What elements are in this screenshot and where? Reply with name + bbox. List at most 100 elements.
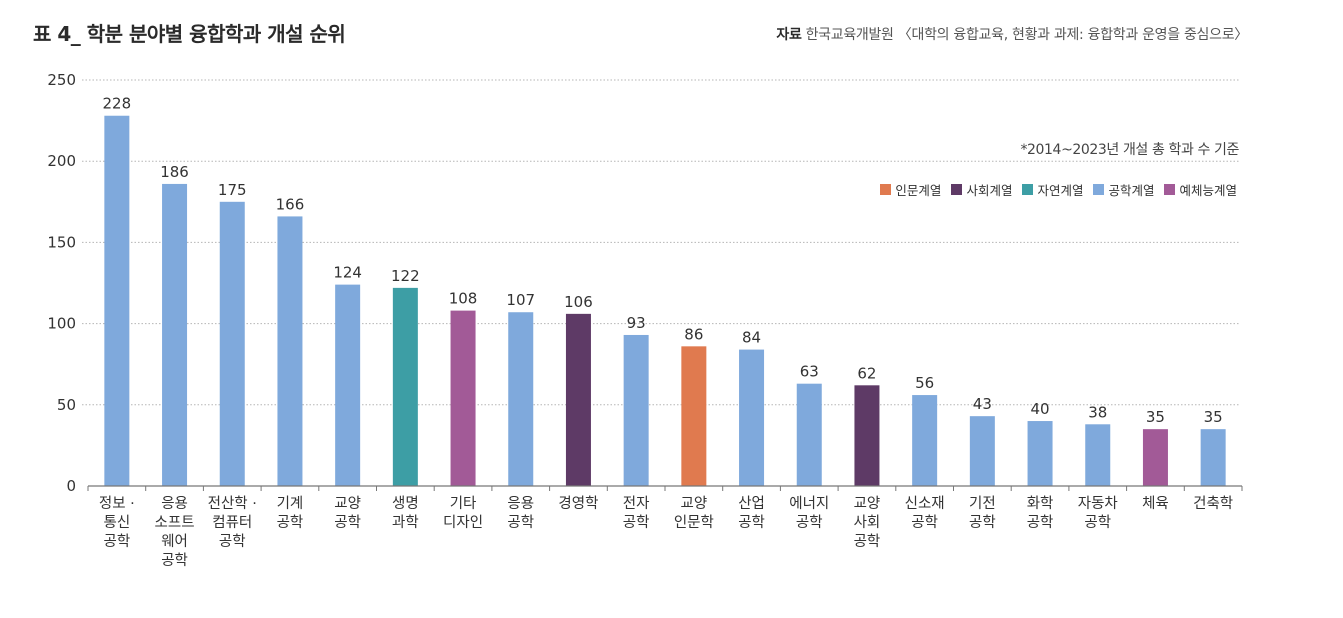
x-tick-label-line: 공학 — [104, 533, 131, 550]
x-tick-label: 응용 공학 — [507, 496, 534, 531]
x-tick-label-line: 전자 — [623, 495, 650, 512]
x-tick-label-line: 교양 — [681, 495, 708, 512]
x-tick-label-line: 건축학 — [1193, 495, 1233, 512]
data-label: 62 — [857, 364, 876, 382]
y-tick-label: 150 — [47, 233, 76, 251]
x-tick-label-line: 자동차 — [1078, 495, 1118, 512]
bar — [277, 216, 303, 486]
data-label: 63 — [800, 363, 819, 381]
x-tick-label-line: 기전 — [969, 495, 996, 512]
x-tick-label-line: 디자인 — [443, 514, 483, 531]
data-label: 43 — [973, 395, 992, 413]
x-tick-label-line: 신소재 — [905, 495, 945, 512]
x-tick-label-line: 공학 — [334, 514, 361, 531]
bar — [969, 416, 995, 486]
x-tick-label-line: 웨어 — [161, 533, 188, 550]
bar — [104, 115, 130, 486]
legend-swatch — [1093, 184, 1105, 195]
x-tick-label-line: 공학 — [1084, 514, 1111, 531]
x-tick-label-line: 통신 — [104, 514, 131, 531]
bar — [392, 287, 418, 486]
data-label: 38 — [1088, 403, 1107, 421]
legend-label: 사회계열 — [966, 183, 1013, 198]
x-tick-label-line: 공학 — [796, 514, 823, 531]
x-tick-label-line: 공학 — [277, 514, 304, 531]
legend-label: 자연계열 — [1037, 183, 1084, 198]
x-tick-label-line: 교양 — [854, 495, 881, 512]
data-label: 35 — [1204, 408, 1223, 426]
y-tick-label: 100 — [47, 315, 76, 333]
data-label: 93 — [627, 314, 646, 332]
data-label: 108 — [449, 290, 478, 308]
x-tick-label-line: 전산학 · — [208, 495, 257, 512]
x-tick-label: 교양 공학 — [334, 495, 361, 531]
bar — [565, 313, 591, 486]
legend-label: 예체능계열 — [1179, 183, 1237, 198]
y-tick-label: 200 — [47, 152, 76, 170]
x-tick-label-line: 공학 — [623, 514, 650, 531]
data-label: 175 — [218, 181, 247, 199]
x-tick-label-line: 생명 — [392, 495, 419, 512]
x-tick-label: 화학 공학 — [1027, 495, 1054, 531]
chart-note: *2014~2023년 개설 총 학과 수 기준 — [1020, 142, 1239, 158]
data-label: 107 — [506, 291, 535, 309]
bar — [219, 201, 245, 487]
x-tick-label-line: 컴퓨터 — [212, 514, 252, 531]
bar — [796, 383, 822, 486]
bar — [1200, 429, 1226, 486]
x-tick-label: 신소재 공학 — [905, 495, 945, 531]
x-tick-label-line: 기계 — [277, 495, 304, 512]
legend-item-natural: 자연계열 — [1022, 180, 1083, 199]
data-label: 106 — [564, 293, 593, 311]
x-tick-label-line: 사회 — [854, 514, 881, 531]
legend-swatch — [1022, 184, 1034, 195]
source-label: 자료 — [776, 27, 802, 43]
legend-swatch — [880, 184, 892, 195]
data-label: 56 — [915, 374, 934, 392]
x-tick-label: 생명 과학 — [392, 495, 419, 531]
x-tick-label: 체육 — [1142, 495, 1169, 512]
data-label: 84 — [742, 329, 761, 347]
bar — [681, 346, 707, 486]
legend-swatch — [951, 184, 963, 195]
x-tick-label-line: 산업 — [738, 495, 765, 512]
data-label: 186 — [160, 163, 189, 181]
bar — [335, 284, 361, 486]
chart-legend: 인문계열 사회계열 자연계열 공학계열 예체능계열 — [880, 180, 1237, 199]
x-tick-label-line: 공학 — [738, 514, 765, 531]
bar — [162, 183, 188, 486]
data-label: 228 — [103, 95, 132, 113]
data-label: 166 — [276, 195, 305, 213]
x-tick-label-line: 공학 — [161, 552, 188, 569]
bar — [912, 395, 938, 486]
x-tick-label-line: 공학 — [219, 533, 246, 550]
x-tick-label-line: 경영학 — [558, 495, 598, 512]
legend-item-humanities: 인문계열 — [880, 180, 941, 199]
x-tick-label-line: 응용 — [161, 496, 188, 512]
legend-label: 인문계열 — [895, 183, 942, 198]
data-label: 122 — [391, 267, 420, 285]
x-tick-label-line: 공학 — [969, 514, 996, 531]
legend-swatch — [1164, 184, 1176, 195]
data-label: 40 — [1031, 400, 1050, 418]
x-tick-label-line: 공학 — [854, 533, 881, 550]
x-tick-label-line: 소프트 — [155, 515, 195, 531]
x-tick-label-line: 인문학 — [674, 514, 714, 531]
x-tick-label-line: 기타 — [450, 495, 477, 512]
x-tick-label-line: 에너지 — [789, 495, 829, 512]
x-tick-label-line: 공학 — [507, 514, 534, 531]
x-tick-label-line: 정보 · — [99, 495, 135, 512]
bar — [623, 334, 649, 486]
y-tick-label: 250 — [47, 71, 76, 89]
x-tick-label: 건축학 — [1193, 495, 1233, 512]
